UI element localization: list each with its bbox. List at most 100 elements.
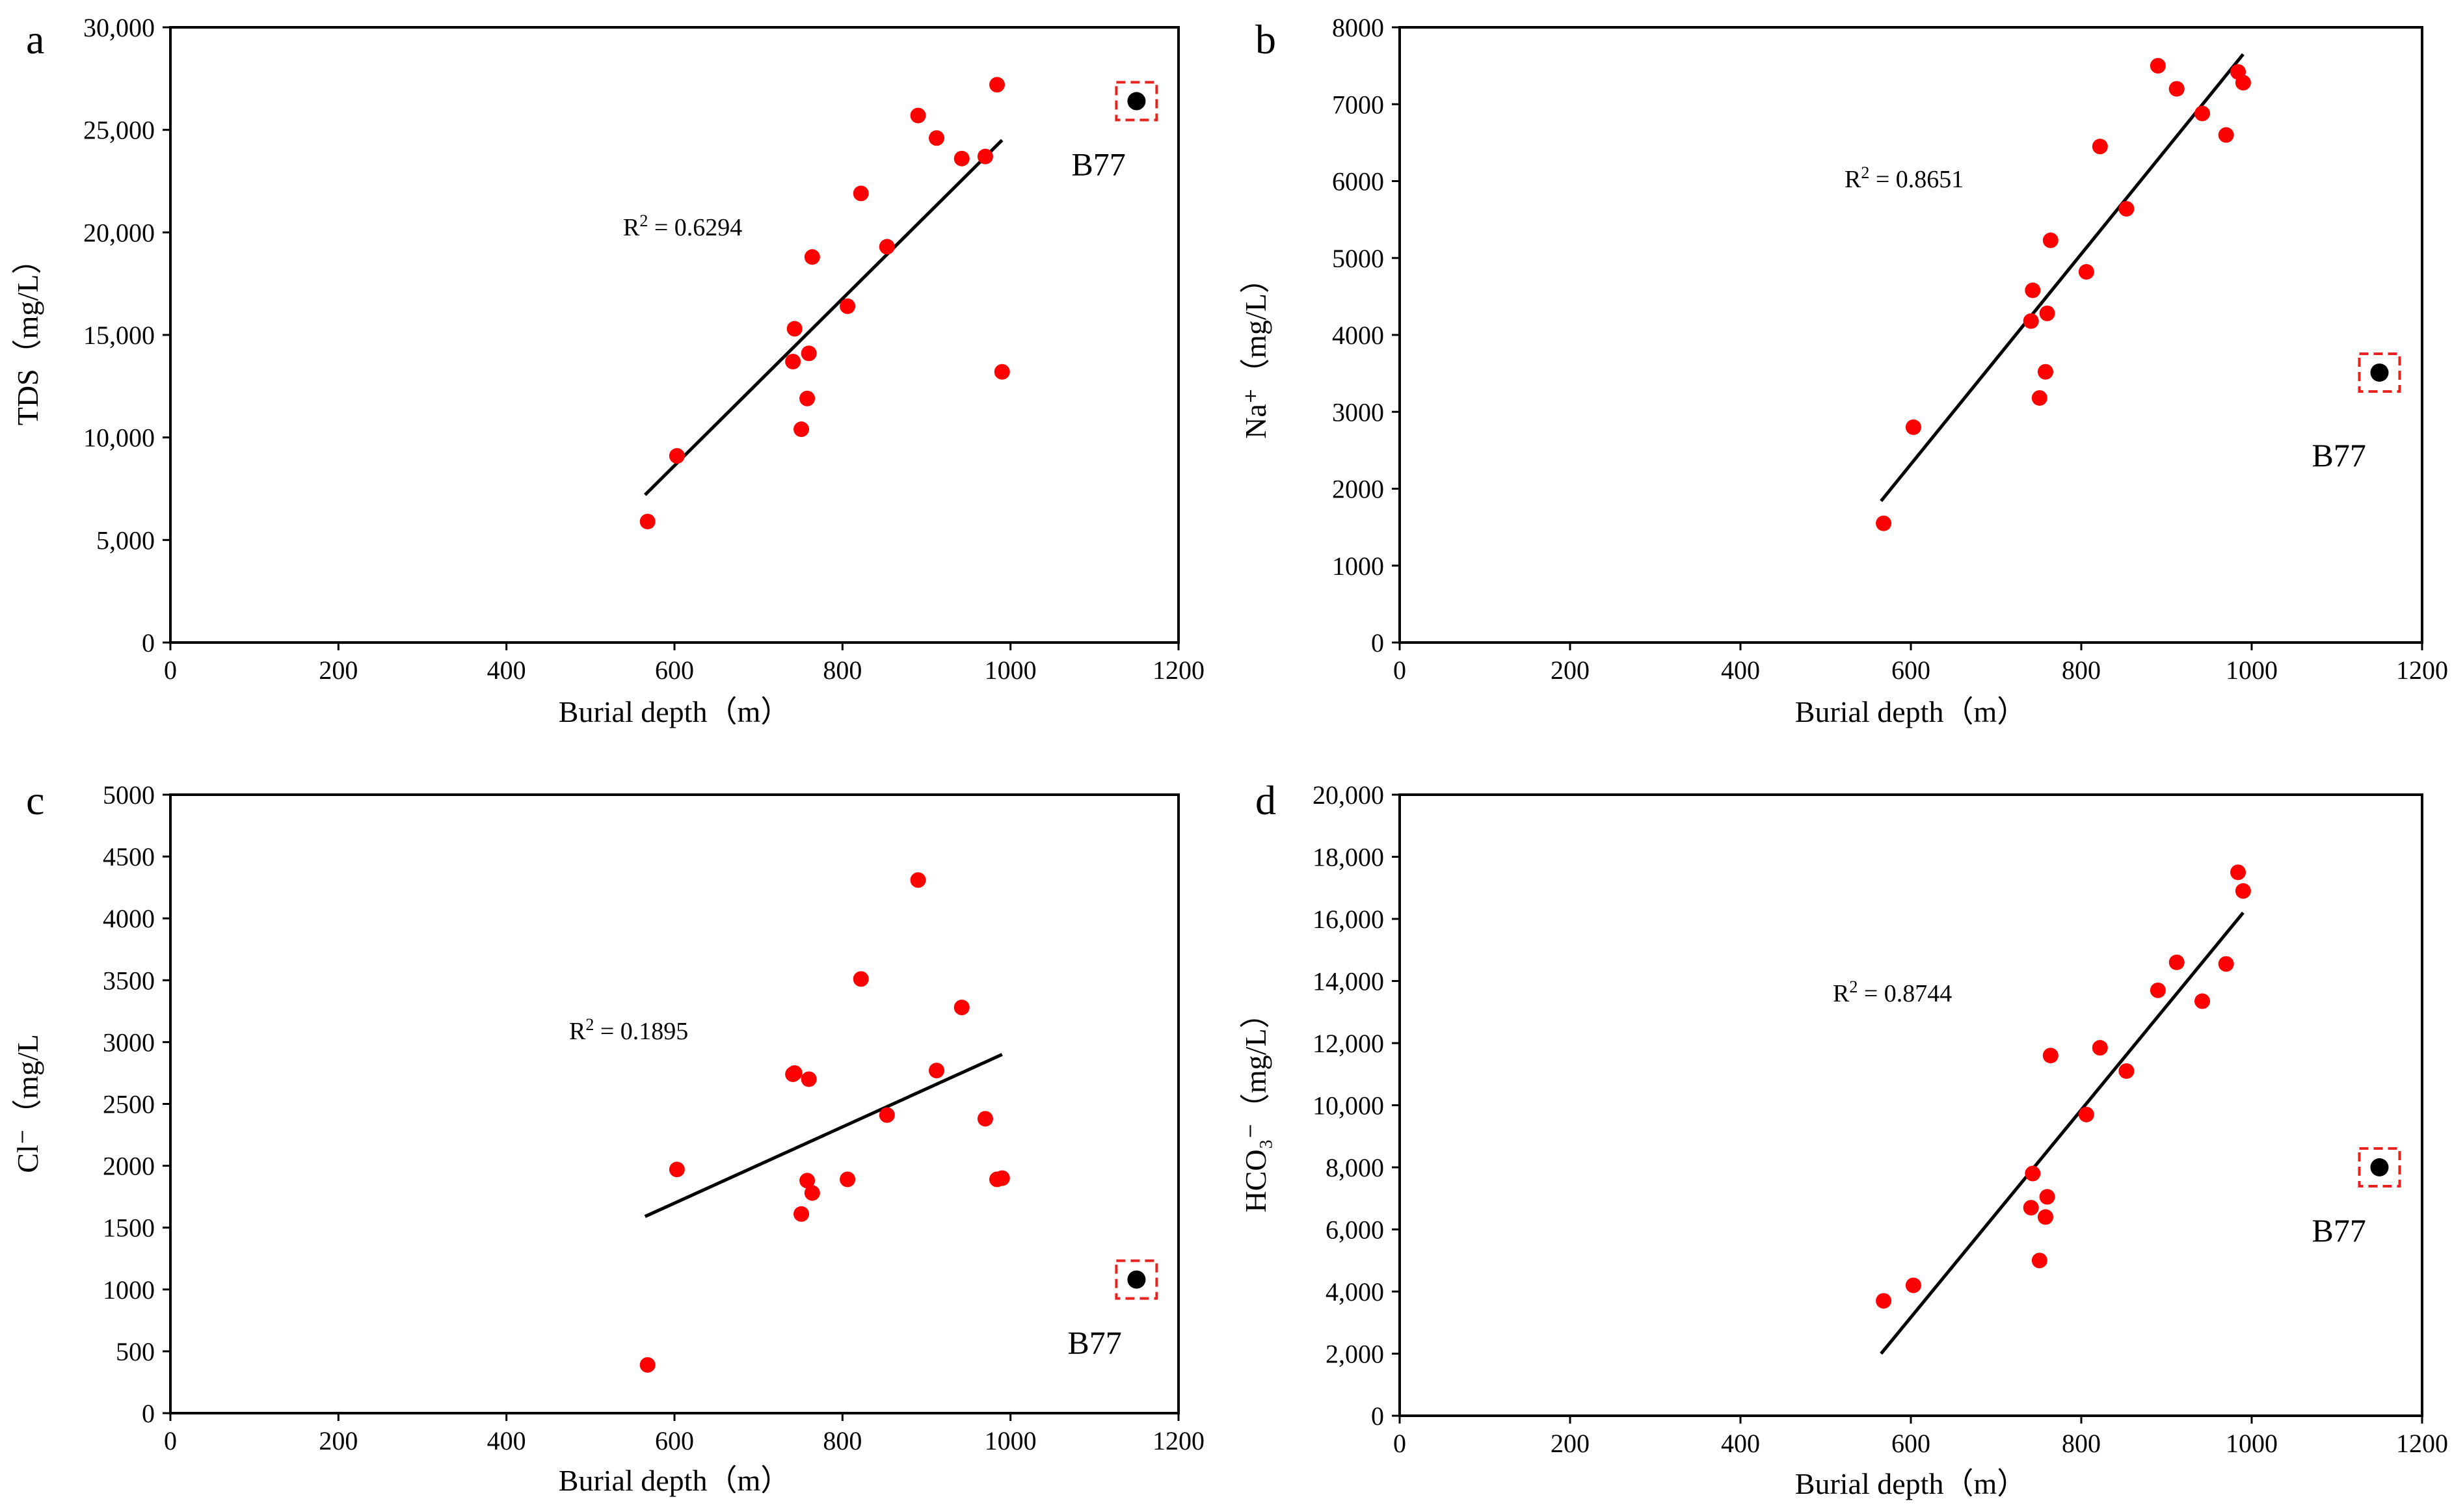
x-tick-label: 1000 [985, 1426, 1037, 1455]
y-tick-label: 8000 [1332, 13, 1384, 42]
y-tick-label: 20,000 [83, 218, 155, 247]
data-point [879, 1107, 895, 1123]
x-tick-label: 0 [1393, 656, 1406, 685]
y-tick-label: 10,000 [83, 423, 155, 453]
y-tick-label: 12,000 [1313, 1029, 1384, 1058]
outlier-label: B77 [1071, 146, 1125, 183]
data-point [2235, 75, 2251, 91]
ticks: 0 200 400 600 800 1000 1200 0 1000 2000 3000 4000 50… [1332, 13, 2448, 685]
y-tick-label: 500 [116, 1337, 155, 1366]
data-point [910, 107, 926, 124]
data-point [786, 1065, 803, 1081]
outlier-label: B77 [2312, 1212, 2366, 1249]
y-tick-label: 5000 [1332, 244, 1384, 273]
x-tick-label: 400 [1721, 1429, 1760, 1458]
data-point [977, 148, 993, 165]
trendline [644, 139, 1004, 496]
x-tick-label: 600 [1891, 656, 1930, 685]
y-tick-label: 2,000 [1326, 1340, 1384, 1369]
y-tick-label: 25,000 [83, 116, 155, 145]
outlier-point [2370, 363, 2389, 382]
y-tick-label: 5000 [103, 780, 155, 810]
y-tick-label: 4000 [1332, 321, 1384, 350]
r-squared-label: R2 = 0.6294 [623, 211, 742, 241]
y-tick-label: 5,000 [96, 525, 155, 555]
panel-a: a 0 200 400 600 800 1000 1200 0 5,000 10,000 15,00… [11, 13, 1205, 728]
data-point [785, 353, 801, 369]
x-tick-label: 400 [1721, 656, 1760, 685]
data-point [2037, 1209, 2053, 1225]
y-tick-label: 4,000 [1326, 1277, 1384, 1306]
x-tick-label: 600 [655, 1426, 694, 1455]
x-tick-label: 400 [487, 1426, 526, 1455]
x-axis-label: Burial depth（m） [559, 695, 790, 728]
x-axis-label: Burial depth（m） [559, 1464, 790, 1497]
data-point [2042, 232, 2059, 248]
y-tick-label: 0 [1371, 1401, 1384, 1431]
data-point [2025, 282, 2041, 298]
data-point [853, 185, 869, 202]
data-point [2168, 81, 2185, 97]
x-tick-label: 800 [2062, 656, 2101, 685]
y-tick-label: 30,000 [83, 13, 155, 42]
panel-b: b 0 200 400 600 800 1000 1200 0 1000 2000 3000 4000… [1239, 13, 2448, 728]
y-tick-label: 10,000 [1313, 1091, 1384, 1121]
data-point [639, 513, 656, 529]
data-point [2194, 993, 2211, 1009]
data-point [804, 249, 820, 265]
x-tick-label: 1000 [985, 656, 1037, 685]
panel-letter: a [26, 16, 44, 62]
outlier-group: B77 [2312, 352, 2401, 473]
y-tick-label: 14,000 [1313, 967, 1384, 996]
y-tick-label: 20,000 [1313, 780, 1384, 810]
data-point [669, 1161, 685, 1178]
panel-c: c 0 200 400 600 800 1000 1200 0 500 1000 1500 2000 2… [11, 777, 1205, 1497]
y-tick-label: 6000 [1332, 167, 1384, 196]
data-point [2218, 956, 2234, 972]
y-tick-label: 6,000 [1326, 1215, 1384, 1245]
x-tick-label: 800 [2062, 1429, 2101, 1458]
data-point [2042, 1048, 2059, 1064]
data-points [1876, 58, 2251, 531]
data-point [2037, 364, 2053, 380]
x-tick-label: 0 [164, 1426, 177, 1455]
data-point [2078, 1106, 2094, 1122]
y-tick-label: 15,000 [83, 321, 155, 350]
data-point [2218, 127, 2234, 143]
data-point [2039, 1189, 2055, 1205]
panel-letter: c [26, 777, 44, 823]
x-tick-label: 1200 [1153, 1426, 1205, 1455]
panel-letter: d [1255, 777, 1276, 823]
data-point [2078, 264, 2094, 280]
data-point [977, 1111, 993, 1127]
data-point [669, 448, 685, 464]
outlier-highlight-box [1115, 1259, 1158, 1300]
data-point [989, 77, 1005, 93]
y-axis-label: Na⁺（mg/L） [1239, 263, 1272, 439]
data-point [2118, 1063, 2135, 1079]
y-tick-label: 16,000 [1313, 905, 1384, 934]
data-points [639, 872, 1010, 1373]
data-point [879, 239, 895, 255]
data-point [929, 1063, 944, 1079]
data-point [1876, 515, 1892, 531]
outlier-group: B77 [1071, 81, 1158, 183]
plot-frame [1398, 26, 2423, 644]
x-tick-label: 1000 [2226, 656, 2278, 685]
ticks: 0 200 400 600 800 1000 1200 0 5,000 10,000 15,000 2… [83, 13, 1205, 685]
data-point [2168, 954, 2185, 970]
data-point [2118, 201, 2135, 217]
data-point [840, 1171, 856, 1187]
outlier-group: B77 [1067, 1259, 1158, 1361]
x-tick-label: 1200 [2396, 1429, 2448, 1458]
plot-frame [1398, 793, 2423, 1417]
x-tick-label: 0 [1393, 1429, 1406, 1458]
panel-d: d 0 200 400 600 800 1000 1200 0 2,000 4,000 6,000 8… [1239, 777, 2448, 1500]
r-squared-label: R2 = 0.8744 [1833, 977, 1952, 1007]
data-point [840, 298, 856, 314]
outlier-highlight-box [2358, 1147, 2401, 1187]
y-tick-label: 2500 [103, 1090, 155, 1119]
panel-letter: b [1255, 16, 1276, 62]
x-tick-label: 400 [487, 656, 526, 685]
r-squared-label: R2 = 0.1895 [569, 1015, 688, 1045]
